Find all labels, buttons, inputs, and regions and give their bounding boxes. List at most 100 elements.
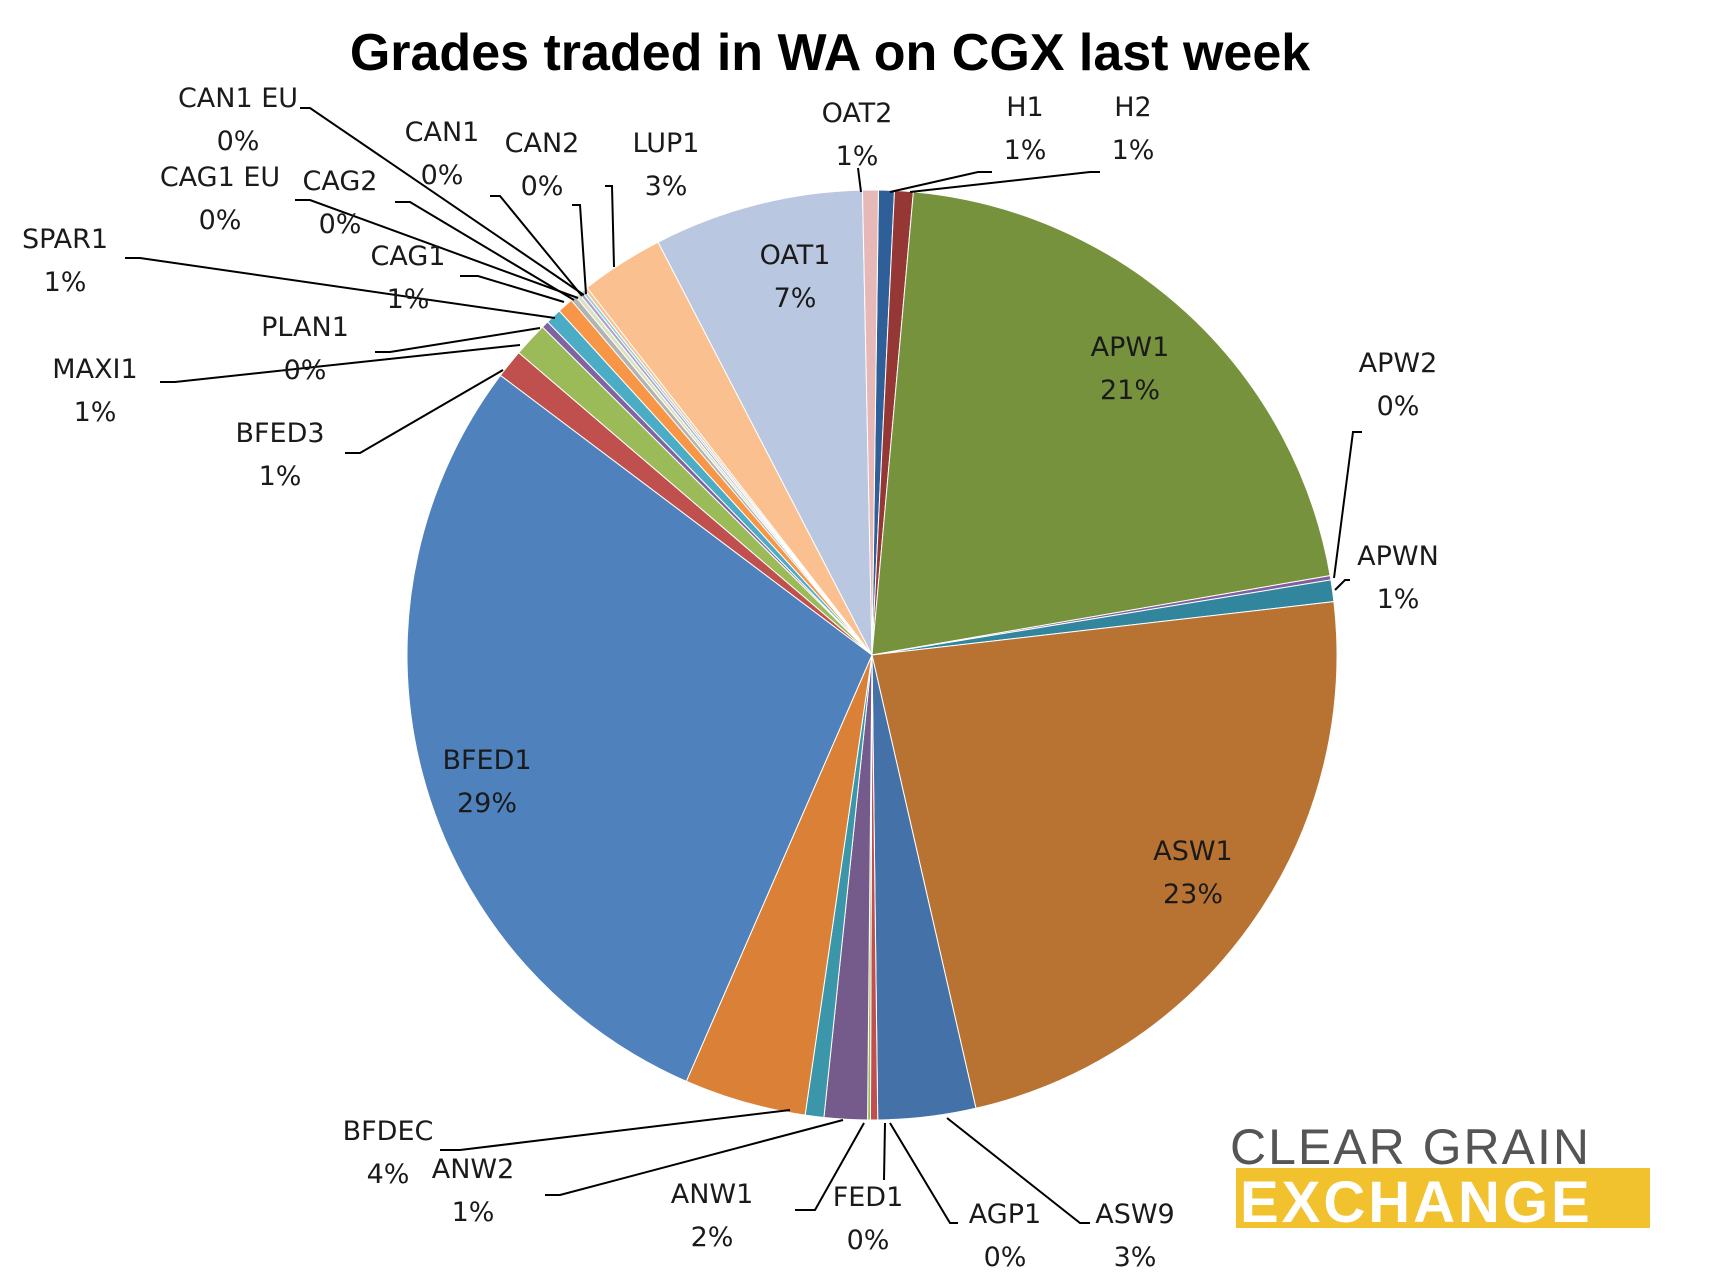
- slice-name-maxi1: MAXI1: [52, 354, 137, 385]
- slice-label-bfdec: BFDEC 4%: [343, 1116, 434, 1190]
- slice-name-fed1: FED1: [833, 1182, 904, 1213]
- slice-percent-h1: 1%: [1004, 135, 1047, 166]
- slice-name-asw1: ASW1: [1153, 836, 1232, 867]
- slice-percent-bfed3: 1%: [259, 461, 302, 492]
- slice-percent-cag1-eu: 0%: [199, 205, 242, 236]
- slice-bfed1: [406, 374, 873, 1082]
- leader-line-anw2: [545, 1119, 844, 1196]
- slice-percent-maxi1: 1%: [74, 397, 117, 428]
- slice-name-cag2: CAG2: [303, 166, 378, 197]
- slice-name-anw2: ANW2: [432, 1154, 515, 1185]
- slice-name-h2: H2: [1114, 92, 1151, 123]
- slice-name-can1: CAN1: [405, 117, 480, 148]
- leader-lines: [125, 107, 1362, 1224]
- slice-percent-cag2: 0%: [319, 209, 362, 240]
- slice-percent-can1: 0%: [421, 160, 464, 191]
- slice-label-bfed1: BFED1 29%: [442, 745, 531, 819]
- slice-name-cag1: CAG1: [371, 241, 446, 272]
- leader-line-bfdec: [440, 1109, 791, 1151]
- logo-bar: [1236, 1168, 1650, 1228]
- pie-slices: [406, 189, 1338, 1121]
- slice-oat2: [861, 189, 879, 656]
- slice-percent-apw1: 21%: [1100, 375, 1160, 406]
- slice-label-apwn: APWN 1%: [1357, 541, 1439, 615]
- slice-label-plan1: PLAN1 0%: [261, 312, 349, 386]
- slice-name-oat2: OAT2: [822, 98, 893, 129]
- slice-percent-cag1: 1%: [387, 284, 430, 315]
- slice-label-can2: CAN2 0%: [505, 128, 580, 202]
- leader-line-cag1-eu: [295, 199, 579, 299]
- slice-name-can1-eu: CAN1 EU: [178, 83, 298, 114]
- slice-label-cag2: CAG2 0%: [303, 166, 378, 240]
- slice-name-bfed1: BFED1: [442, 745, 531, 776]
- slice-percent-apw2: 0%: [1377, 391, 1420, 422]
- slice-name-apw1: APW1: [1091, 332, 1170, 363]
- slice-name-h1: H1: [1006, 92, 1043, 123]
- slice-name-apwn: APWN: [1357, 541, 1439, 572]
- slice-name-agp1: AGP1: [969, 1199, 1041, 1230]
- leader-line-cag2: [395, 201, 575, 301]
- slice-oat1: [657, 189, 873, 656]
- slice-label-bfed3: BFED3 1%: [235, 418, 324, 492]
- leader-line-maxi1: [160, 344, 521, 383]
- leader-line-h2: [909, 171, 1100, 193]
- slice-labels: H1 1%H2 1%APW1 21%APW2 0%APWN 1%ASW1 23%ASW9 3%…: [22, 83, 1439, 1273]
- slice-name-cag1-eu: CAG1 EU: [160, 162, 280, 193]
- leader-line-apw2: [1333, 431, 1362, 579]
- leader-line-fed1: [883, 1122, 886, 1181]
- leader-line-can1-eu: [300, 107, 585, 296]
- leader-line-apwn: [1334, 579, 1350, 591]
- leader-line-plan1: [375, 327, 541, 353]
- slice-percent-bfdec: 4%: [367, 1159, 410, 1190]
- slice-label-oat2: OAT2 1%: [822, 98, 893, 172]
- slice-label-cag1-eu: CAG1 EU 0%: [160, 162, 280, 236]
- leader-line-bfed3: [345, 369, 504, 454]
- slice-label-apw1: APW1 21%: [1091, 332, 1170, 406]
- leader-line-spar1: [125, 257, 556, 319]
- slice-percent-anw2: 1%: [452, 1197, 495, 1228]
- slice-name-bfed3: BFED3: [235, 418, 324, 449]
- leader-line-oat2: [857, 167, 862, 193]
- slice-label-apw2: APW2 0%: [1359, 348, 1438, 422]
- slice-percent-plan1: 0%: [284, 355, 327, 386]
- slice-name-lup1: LUP1: [633, 128, 700, 159]
- slice-percent-can2: 0%: [521, 171, 564, 202]
- slice-percent-fed1: 0%: [847, 1225, 890, 1256]
- leader-line-asw9: [946, 1117, 1090, 1224]
- slice-label-asw9: ASW9 3%: [1095, 1199, 1174, 1273]
- slice-percent-lup1: 3%: [645, 171, 688, 202]
- logo-top-text: CLEAR GRAIN: [1230, 1119, 1591, 1175]
- leader-line-can1: [490, 195, 583, 297]
- slice-label-oat1: OAT1 7%: [760, 240, 831, 314]
- slice-label-can1: CAN1 0%: [405, 117, 480, 191]
- slice-percent-agp1: 0%: [984, 1242, 1027, 1273]
- slice-percent-oat2: 1%: [836, 141, 879, 172]
- slice-name-anw1: ANW1: [671, 1179, 754, 1210]
- slice-percent-apwn: 1%: [1377, 584, 1420, 615]
- clear-grain-exchange-logo: CLEAR GRAIN EXCHANGE: [1230, 1119, 1650, 1235]
- slice-percent-asw1: 23%: [1163, 879, 1223, 910]
- leader-line-can2: [572, 204, 587, 295]
- slice-apw1: [871, 191, 1331, 656]
- slice-asw1: [871, 601, 1338, 1109]
- chart-title: Grades traded in WA on CGX last week: [350, 24, 1310, 82]
- leader-line-h1: [889, 171, 992, 193]
- leader-line-agp1: [889, 1122, 958, 1224]
- slice-name-asw9: ASW9: [1095, 1199, 1174, 1230]
- slice-percent-oat1: 7%: [774, 283, 817, 314]
- slice-percent-anw1: 2%: [691, 1222, 734, 1253]
- slice-name-plan1: PLAN1: [261, 312, 349, 343]
- slice-label-agp1: AGP1 0%: [969, 1199, 1041, 1273]
- slice-label-spar1: SPAR1 1%: [22, 224, 108, 298]
- slice-percent-h2: 1%: [1112, 135, 1155, 166]
- slice-label-anw1: ANW1 2%: [671, 1179, 754, 1253]
- slice-label-maxi1: MAXI1 1%: [52, 354, 137, 428]
- leader-line-lup1: [605, 185, 615, 268]
- slice-percent-spar1: 1%: [44, 267, 87, 298]
- logo-bottom-text: EXCHANGE: [1240, 1170, 1593, 1235]
- leader-line-cag1: [460, 275, 565, 303]
- slice-label-can1-eu: CAN1 EU 0%: [178, 83, 298, 157]
- leader-line-anw1: [795, 1122, 865, 1211]
- slice-name-apw2: APW2: [1359, 348, 1438, 379]
